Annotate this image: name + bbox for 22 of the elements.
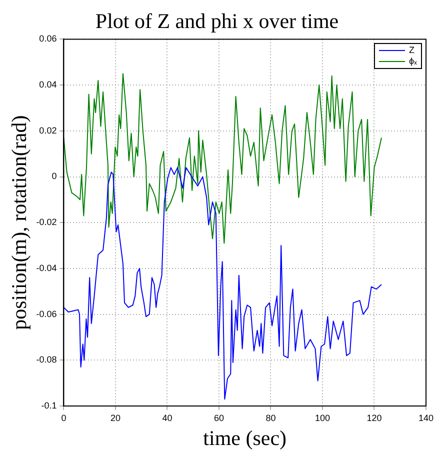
- x-tick-label: 20: [110, 412, 120, 423]
- x-tick-label: 100: [314, 412, 330, 423]
- x-tick-label: 0: [61, 412, 66, 423]
- y-axis-title: position(m), rotation(rad): [7, 115, 32, 330]
- y-tick-label: 0.02: [39, 125, 57, 136]
- x-tick-label: 40: [162, 412, 172, 423]
- y-tick-label: -0.1: [41, 400, 57, 410]
- chart-title: Plot of Z and phi x over time: [95, 9, 339, 34]
- legend-label: Z: [409, 45, 414, 56]
- legend-label: ϕₓ: [409, 56, 417, 68]
- y-tick-label: 0: [52, 171, 57, 182]
- x-axis-title: time (sec): [203, 426, 287, 450]
- y-tick-label: -0.02: [36, 217, 57, 228]
- x-tick-label: 80: [266, 412, 276, 423]
- x-tick-label: 60: [214, 412, 224, 423]
- y-tick-label: -0.06: [36, 308, 57, 319]
- x-tick-label: 140: [418, 412, 434, 423]
- y-tick-label: -0.04: [36, 262, 57, 273]
- y-tick-label: -0.08: [36, 354, 57, 365]
- y-tick-label: 0.06: [39, 34, 57, 44]
- y-tick-label: 0.04: [39, 80, 57, 90]
- x-tick-label: 120: [366, 412, 382, 423]
